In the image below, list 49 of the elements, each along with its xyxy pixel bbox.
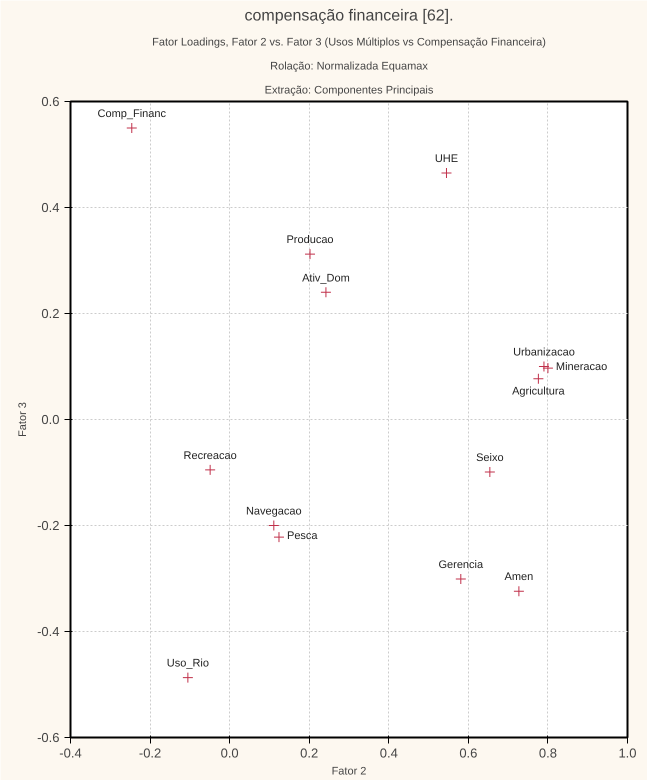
annotation: Navegacao bbox=[246, 506, 302, 518]
y-tick-label: 0.2 bbox=[41, 306, 60, 321]
point bbox=[126, 122, 138, 134]
y-axis-title: Fator 3 bbox=[17, 402, 30, 437]
y-tick-label: -0.4 bbox=[37, 624, 60, 639]
text: compensação financeira [62]. bbox=[244, 8, 454, 24]
annotation: Urbanizacao bbox=[513, 346, 575, 358]
point bbox=[268, 520, 280, 531]
point bbox=[542, 362, 554, 374]
x-tick-label: 1.0 bbox=[618, 746, 637, 760]
annotation: Uso_Rio bbox=[166, 658, 209, 670]
annotation: Seixo bbox=[476, 452, 504, 464]
text: Extração: Componentes Principais bbox=[264, 84, 434, 96]
annotation: Producao bbox=[286, 234, 334, 246]
point bbox=[182, 672, 194, 684]
chart-title: Fator Loadings, Fator 2 vs. Fator 3 (Usos Múltiplos vs Compensação Financeira) bbox=[152, 36, 546, 48]
annotation: Pesca bbox=[286, 530, 318, 542]
point bbox=[455, 574, 466, 585]
annotation: Amen bbox=[504, 571, 534, 584]
y-tick-label: 0.4 bbox=[41, 200, 60, 215]
point bbox=[320, 286, 332, 298]
y-tick-label: 0.6 bbox=[41, 94, 60, 109]
x-tick-label: 0.0 bbox=[220, 746, 239, 760]
annotation: Comp_Financ bbox=[98, 108, 167, 120]
y-tick-label: -0.6 bbox=[37, 730, 60, 745]
x-tick-label: -0.2 bbox=[138, 746, 162, 760]
point bbox=[513, 586, 524, 597]
point bbox=[204, 464, 216, 476]
annotation: Gerencia bbox=[438, 559, 484, 572]
x-tick-label: 0.2 bbox=[300, 746, 318, 760]
point bbox=[532, 373, 544, 384]
point bbox=[440, 168, 452, 179]
x-axis-title: Fator 2 bbox=[332, 766, 366, 778]
y-tick-label: -0.2 bbox=[37, 518, 60, 533]
annotation: Ativ_Dom bbox=[302, 272, 350, 284]
point bbox=[273, 532, 284, 543]
x-tick-label: 0.6 bbox=[459, 746, 478, 760]
annotation: Agricultura bbox=[512, 386, 566, 398]
point bbox=[484, 466, 496, 478]
point bbox=[304, 248, 316, 260]
chart-subtitle: Rolação: Normalizada Equamax bbox=[270, 60, 428, 72]
y-tick-label: 0.0 bbox=[41, 412, 60, 427]
annotation: UHE bbox=[434, 153, 458, 166]
x-tick-label: -0.4 bbox=[59, 746, 82, 760]
annotation: Recreacao bbox=[184, 450, 237, 462]
x-tick-label: 0.4 bbox=[380, 746, 398, 760]
x-tick-label: 0.8 bbox=[538, 746, 557, 760]
annotation: Mineracao bbox=[556, 361, 608, 374]
point bbox=[538, 361, 550, 372]
